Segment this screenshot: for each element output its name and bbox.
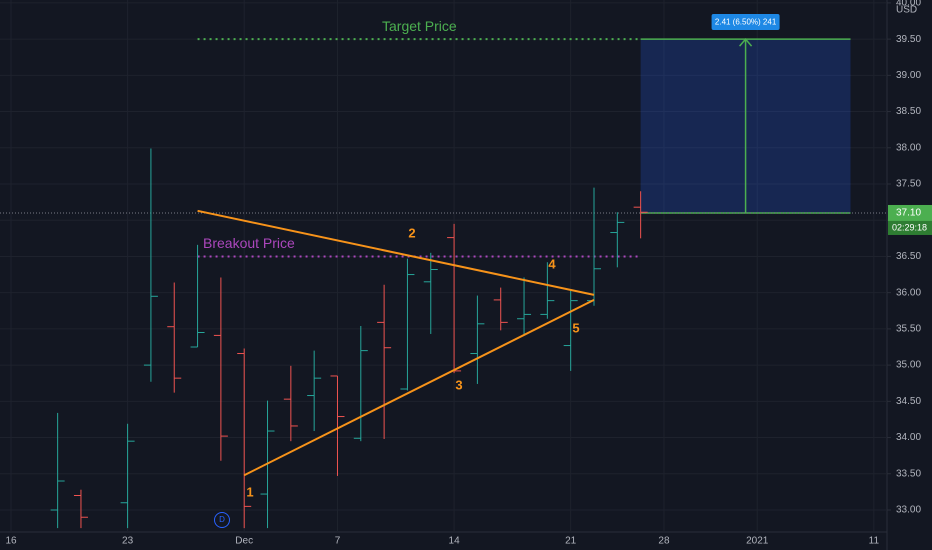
y-tick-label: 35.00 (896, 360, 921, 371)
countdown-label: 02:29:18 (892, 222, 927, 232)
wave-label: 3 (455, 377, 462, 392)
dividend-letter[interactable]: D (219, 515, 225, 524)
level-label: Breakout Price (203, 235, 295, 251)
currency-label: USD (896, 5, 917, 16)
measure-arrow-head (739, 37, 753, 47)
y-tick-label: 39.50 (896, 34, 921, 45)
dividend-icon[interactable] (214, 512, 230, 528)
y-tick-label: 38.50 (896, 106, 921, 117)
y-tick-label: 40.00 (896, 0, 921, 9)
x-tick-label: 21 (565, 536, 577, 547)
y-tick-label: 36.00 (896, 287, 921, 298)
level-label: Target Price (382, 18, 457, 34)
measure-label: 2.41 (6.50%) 241 (715, 18, 777, 27)
wave-label: 4 (548, 256, 556, 271)
y-tick-label: 33.50 (896, 468, 921, 479)
x-tick-label: 7 (335, 536, 341, 547)
y-tick-label: 38.00 (896, 142, 921, 153)
y-tick-label: 34.50 (896, 396, 921, 407)
measure-label-box (711, 14, 780, 30)
y-tick-label: 37.50 (896, 179, 921, 190)
x-tick-label: 2021 (746, 536, 769, 547)
last-price-label: 37.10 (896, 208, 921, 219)
trendline (197, 209, 595, 296)
x-tick-label: Dec (235, 536, 253, 547)
wave-label: 5 (572, 320, 579, 335)
y-tick-label: 34.00 (896, 432, 921, 443)
last-price-tag (888, 204, 932, 221)
x-tick-label: 14 (449, 536, 461, 547)
wave-label: 2 (408, 225, 415, 240)
x-tick-label: 11 (869, 536, 880, 547)
y-tick-label: 36.50 (896, 251, 921, 262)
countdown-tag (888, 220, 932, 235)
y-tick-label: 35.50 (896, 324, 921, 335)
y-tick-label: 33.00 (896, 505, 921, 516)
x-tick-label: 28 (658, 536, 670, 547)
y-tick-label: 39.00 (896, 70, 921, 81)
trendline (243, 299, 595, 477)
wave-label: 1 (246, 484, 253, 499)
x-tick-label: 16 (5, 536, 17, 547)
x-tick-label: 23 (122, 536, 134, 547)
